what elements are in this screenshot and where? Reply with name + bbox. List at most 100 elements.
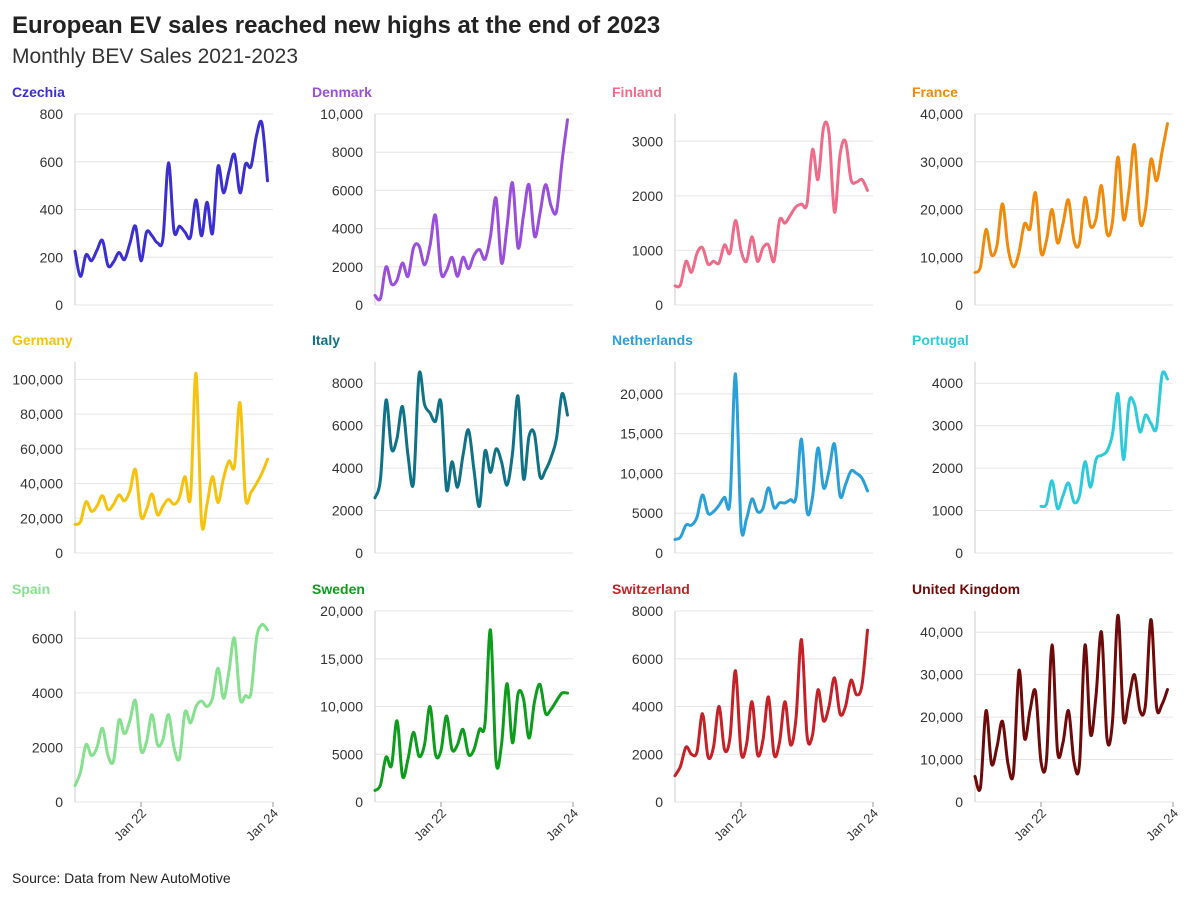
x-tick-label: Jan 24 [1143, 806, 1181, 844]
panel-united-kingdom: United Kingdom 0 10,000 20,000 30,000 40,000 J… [912, 581, 1181, 844]
panel-title: Sweden [312, 581, 365, 597]
x-tick-label: Jan 24 [243, 806, 281, 844]
panel-title: Czechia [12, 84, 65, 100]
panel-title: United Kingdom [912, 581, 1020, 597]
y-tick-label: 4000 [932, 375, 963, 391]
y-tick-label: 800 [40, 106, 64, 122]
series-line-spain [73, 622, 269, 788]
y-tick-label: 80,000 [20, 406, 63, 422]
y-tick-label: 0 [55, 545, 63, 561]
x-tick-label: Jan 24 [843, 806, 881, 844]
y-tick-label: 400 [40, 202, 64, 218]
y-tick-label: 2000 [332, 503, 363, 519]
y-tick-label: 15,000 [320, 651, 363, 667]
y-tick-label: 40,000 [920, 106, 963, 122]
y-tick-label: 10,000 [920, 752, 963, 768]
x-tick-label: Jan 22 [111, 806, 149, 844]
y-tick-label: 30,000 [920, 154, 963, 170]
y-tick-label: 2000 [32, 739, 63, 755]
y-tick-label: 200 [40, 249, 64, 265]
series-line-united-kingdom [973, 613, 1169, 792]
y-tick-label: 40,000 [920, 624, 963, 640]
panel-title: Portugal [912, 332, 969, 348]
series-line-france [973, 122, 1169, 274]
panel-france: France 0 10,000 20,000 30,000 40,000 [912, 84, 1173, 313]
y-tick-label: 20,000 [620, 386, 663, 402]
chart-title: European EV sales reached new highs at t… [12, 12, 661, 39]
x-tick-label: Jan 22 [411, 806, 449, 844]
y-tick-label: 1000 [932, 503, 963, 519]
panel-title: France [912, 84, 958, 100]
series-line-sweden [373, 628, 569, 792]
panel-netherlands: Netherlands 0 5000 10,000 15,000 20,000 [612, 332, 873, 561]
y-tick-label: 0 [955, 297, 963, 313]
y-tick-label: 0 [655, 297, 663, 313]
y-tick-label: 0 [355, 297, 363, 313]
y-tick-label: 2000 [632, 746, 663, 762]
chart-subtitle: Monthly BEV Sales 2021-2023 [12, 45, 299, 68]
series-line-czechia [73, 119, 269, 278]
y-tick-label: 3000 [632, 133, 663, 149]
y-tick-label: 2000 [632, 188, 663, 204]
y-tick-label: 8000 [632, 603, 663, 619]
y-tick-label: 0 [955, 545, 963, 561]
y-tick-label: 8000 [332, 375, 363, 391]
y-tick-label: 20,000 [920, 202, 963, 218]
y-tick-label: 40,000 [20, 476, 63, 492]
x-tick-label: Jan 22 [711, 806, 749, 844]
y-tick-label: 6000 [332, 418, 363, 434]
series-line-portugal [1039, 370, 1169, 511]
y-tick-label: 6000 [32, 630, 63, 646]
y-tick-label: 8000 [332, 144, 363, 160]
y-tick-label: 0 [655, 545, 663, 561]
y-tick-label: 4000 [332, 460, 363, 476]
y-tick-label: 100,000 [12, 371, 63, 387]
panel-sweden: Sweden 0 5000 10,000 15,000 20,000 Jan 22 Jan 2… [312, 581, 581, 844]
panel-title: Germany [12, 332, 73, 348]
panel-italy: Italy 0 2000 4000 6000 8000 [312, 332, 573, 561]
panel-title: Netherlands [612, 332, 693, 348]
panel-czechia: Czechia 0 200 400 600 800 [12, 84, 273, 313]
y-tick-label: 60,000 [20, 441, 63, 457]
panel-switzerland: Switzerland 0 2000 4000 6000 8000 Jan 22 Jan 24 [612, 581, 881, 844]
series-line-finland [673, 120, 869, 289]
y-tick-label: 1000 [632, 242, 663, 258]
panel-portugal: Portugal 0 1000 2000 3000 4000 [912, 332, 1173, 561]
y-tick-label: 10,000 [920, 249, 963, 265]
x-tick-label: Jan 22 [1011, 806, 1049, 844]
series-line-denmark [373, 118, 569, 302]
panel-spain: Spain 0 2000 4000 6000 Jan 22 Jan 24 [12, 581, 281, 844]
y-tick-label: 2000 [932, 460, 963, 476]
y-tick-label: 3000 [932, 418, 963, 434]
panel-title: Spain [12, 581, 50, 597]
panel-title: Denmark [312, 84, 372, 100]
y-tick-label: 10,000 [320, 106, 363, 122]
y-tick-label: 6000 [332, 182, 363, 198]
y-tick-label: 20,000 [20, 510, 63, 526]
y-tick-label: 10,000 [320, 699, 363, 715]
series-line-italy [373, 370, 569, 508]
series-line-germany [73, 371, 269, 531]
y-tick-label: 0 [955, 794, 963, 810]
y-tick-label: 4000 [332, 221, 363, 237]
y-tick-label: 4000 [632, 699, 663, 715]
y-tick-label: 0 [655, 794, 663, 810]
panel-title: Italy [312, 332, 340, 348]
panel-denmark: Denmark 0 2000 4000 6000 8000 10,000 [312, 84, 573, 313]
y-tick-label: 0 [355, 545, 363, 561]
y-tick-label: 10,000 [620, 465, 663, 481]
y-tick-label: 30,000 [920, 667, 963, 683]
source-note: Source: Data from New AutoMotive [12, 870, 231, 886]
panel-finland: Finland 0 1000 2000 3000 [612, 84, 873, 313]
panel-title: Switzerland [612, 581, 690, 597]
y-tick-label: 20,000 [920, 709, 963, 725]
series-line-switzerland [673, 628, 869, 778]
panel-title: Finland [612, 84, 662, 100]
y-tick-label: 5000 [632, 505, 663, 521]
y-tick-label: 5000 [332, 746, 363, 762]
y-tick-label: 6000 [632, 651, 663, 667]
y-tick-label: 0 [355, 794, 363, 810]
panel-germany: Germany 0 20,000 40,000 60,000 80,000 100,000 [12, 332, 273, 561]
y-tick-label: 4000 [32, 685, 63, 701]
